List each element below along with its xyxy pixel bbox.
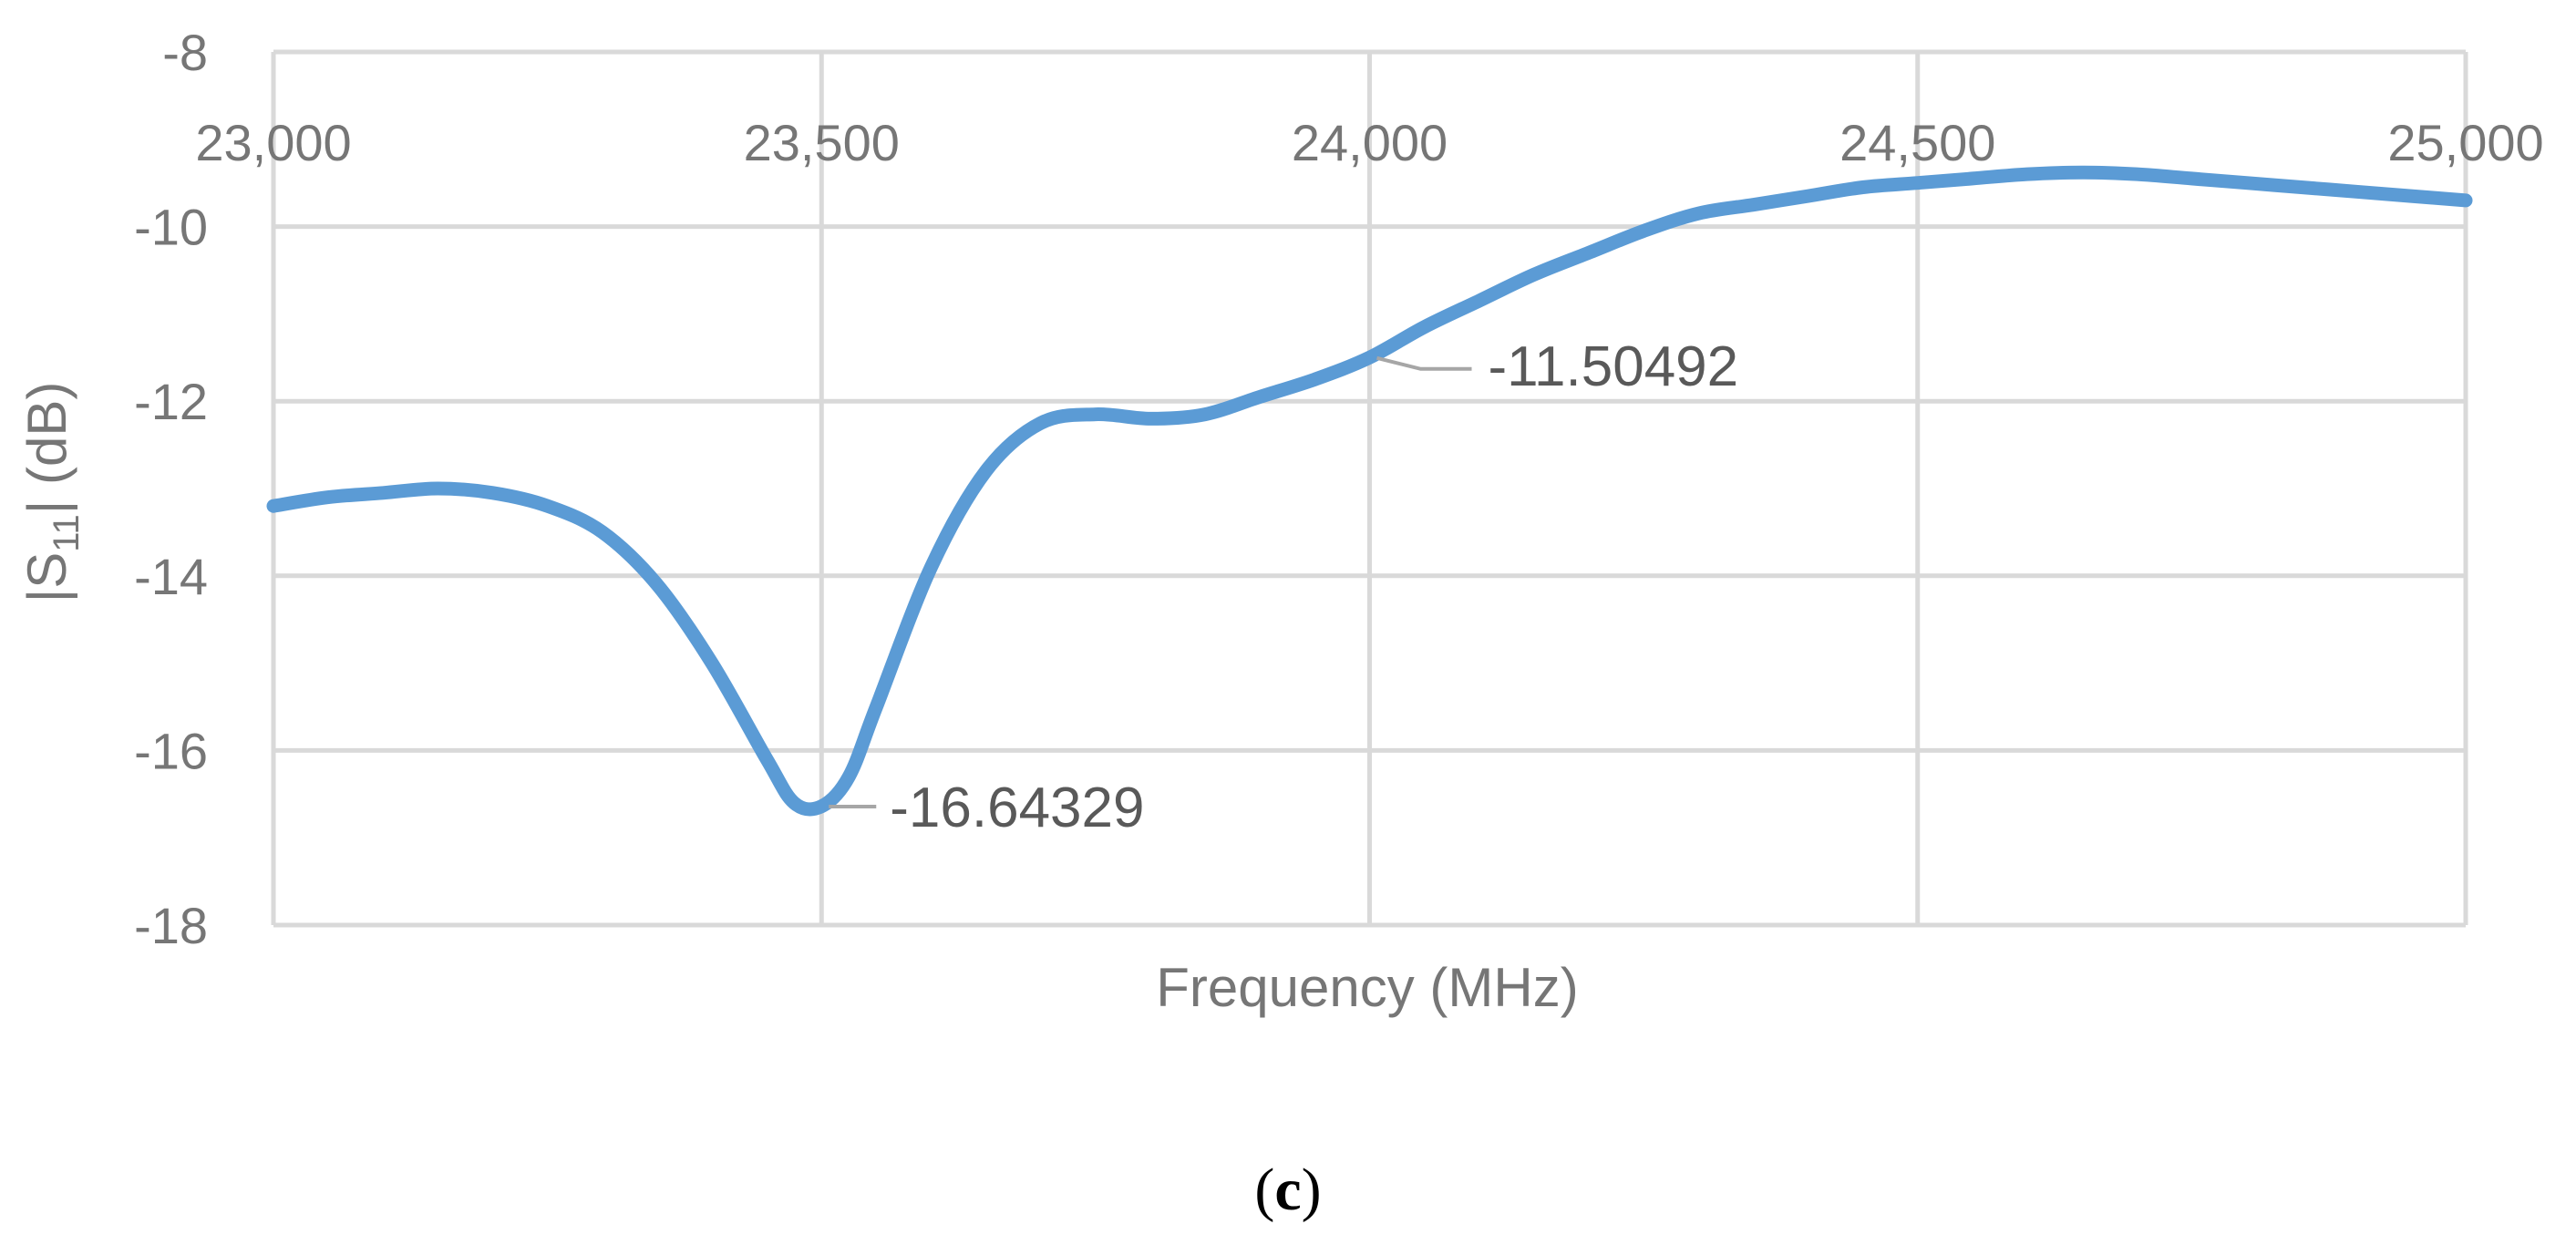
data-label: -11.50492 <box>1489 335 1739 398</box>
y-tick-label: -10 <box>134 199 208 256</box>
s11-series-line <box>266 165 2473 817</box>
x-tick-label: 24,500 <box>1839 114 1995 171</box>
y-axis-title-suffix: | (dB) <box>16 382 77 515</box>
y-tick-label: -12 <box>134 373 208 430</box>
y-tick-label: -16 <box>134 722 208 779</box>
y-axis-title: |S11| (dB) <box>16 382 87 603</box>
panel-label: (c) <box>1254 1157 1322 1223</box>
x-tick-label: 23,000 <box>195 114 351 171</box>
y-tick-label: -8 <box>162 24 208 81</box>
x-tick-label: 25,000 <box>2387 114 2543 171</box>
data-label: -16.64329 <box>890 777 1144 839</box>
x-tick-labels: 23,000 23,500 24,000 24,500 25,000 <box>195 114 2543 171</box>
data-label-leader <box>1376 355 1472 371</box>
y-tick-labels: -18 -16 -14 -12 -10 -8 <box>134 24 208 954</box>
y-tick-label: -14 <box>134 548 208 605</box>
x-axis-title: Frequency (MHz) <box>1156 957 1578 1018</box>
y-axis-title-prefix: |S <box>16 552 77 603</box>
panel-label-letter: c <box>1274 1157 1302 1223</box>
x-gridlines <box>271 52 2468 925</box>
data-labels: -16.64329 -11.50492 <box>829 335 1738 839</box>
x-tick-label: 24,000 <box>1292 114 1448 171</box>
y-axis-title-subscript: 11 <box>46 514 87 552</box>
y-tick-label: -18 <box>134 897 208 954</box>
x-tick-label: 23,500 <box>744 114 900 171</box>
